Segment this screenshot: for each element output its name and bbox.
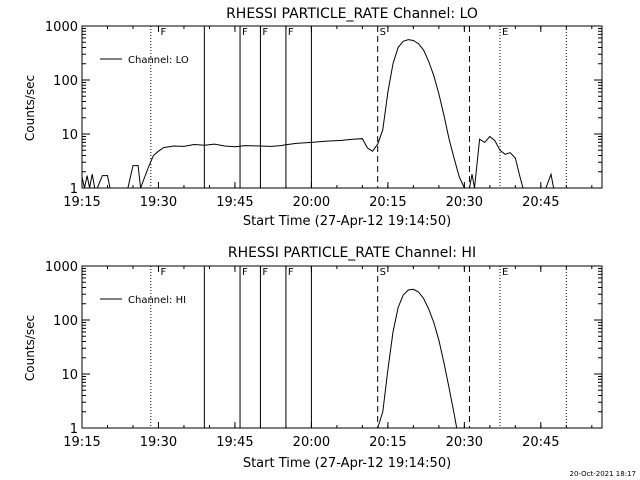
- marker-label: F: [242, 27, 248, 38]
- chart-title: RHESSI PARTICLE_RATE Channel: HI: [228, 245, 476, 261]
- x-tick-label: 20:30: [446, 195, 483, 210]
- x-tick-label: 19:30: [140, 195, 177, 210]
- y-tick-label: 100: [53, 74, 78, 89]
- y-tick-label: 1000: [45, 260, 78, 275]
- x-tick-label: 20:00: [293, 195, 330, 210]
- legend-label: Channel: LO: [128, 55, 189, 66]
- y-tick-label: 1: [70, 182, 78, 197]
- marker-label: S: [380, 267, 386, 278]
- x-axis-label: Start Time (27-Apr-12 19:14:50): [243, 456, 451, 471]
- series-line-hi: [377, 288, 458, 429]
- x-tick-label: 19:45: [216, 195, 253, 210]
- x-axis-label: Start Time (27-Apr-12 19:14:50): [243, 214, 451, 229]
- y-axis-label: Counts/sec: [23, 315, 37, 381]
- plot-frame: [81, 25, 603, 189]
- marker-label: E: [502, 27, 508, 38]
- x-tick-label: 19:15: [63, 195, 100, 210]
- marker-label: F: [288, 27, 294, 38]
- y-tick-label: 10: [61, 128, 78, 143]
- marker-label: E: [502, 267, 508, 278]
- marker-label: F: [160, 27, 166, 38]
- chart-title: RHESSI PARTICLE_RATE Channel: LO: [226, 6, 478, 22]
- marker-label: F: [262, 267, 268, 278]
- marker-label: F: [242, 267, 248, 278]
- marker-label: F: [288, 267, 294, 278]
- y-tick-label: 100: [53, 314, 78, 329]
- x-tick-label: 20:45: [522, 435, 559, 450]
- marker-label: F: [262, 27, 268, 38]
- series-line-lo: [81, 39, 555, 189]
- y-tick-label: 10: [61, 368, 78, 383]
- marker-label: F: [160, 267, 166, 278]
- axes-group: 19:15 19:30 19:45 20:00 20:15 20:30 20:45 1 10 10…: [45, 260, 602, 450]
- x-tick-label: 20:45: [522, 195, 559, 210]
- y-tick-label: 1000: [45, 20, 78, 35]
- y-tick-label: 1: [70, 422, 78, 437]
- x-tick-label: 19:15: [63, 435, 100, 450]
- x-tick-label: 20:15: [369, 195, 406, 210]
- marker-label: S: [380, 27, 386, 38]
- x-tick-label: 19:30: [140, 435, 177, 450]
- x-tick-label: 20:30: [446, 435, 483, 450]
- legend-label: Channel: HI: [128, 295, 186, 306]
- x-tick-label: 20:15: [369, 435, 406, 450]
- footer-timestamp: 20-Oct-2021 18:17: [570, 470, 636, 478]
- y-axis-label: Counts/sec: [23, 75, 37, 141]
- plot-frame: [81, 265, 603, 429]
- x-tick-label: 20:00: [293, 435, 330, 450]
- axes-group: 19:15 19:30 19:45 20:00 20:15 20:30 20:45 1 10 10…: [45, 20, 602, 210]
- x-tick-label: 19:45: [216, 435, 253, 450]
